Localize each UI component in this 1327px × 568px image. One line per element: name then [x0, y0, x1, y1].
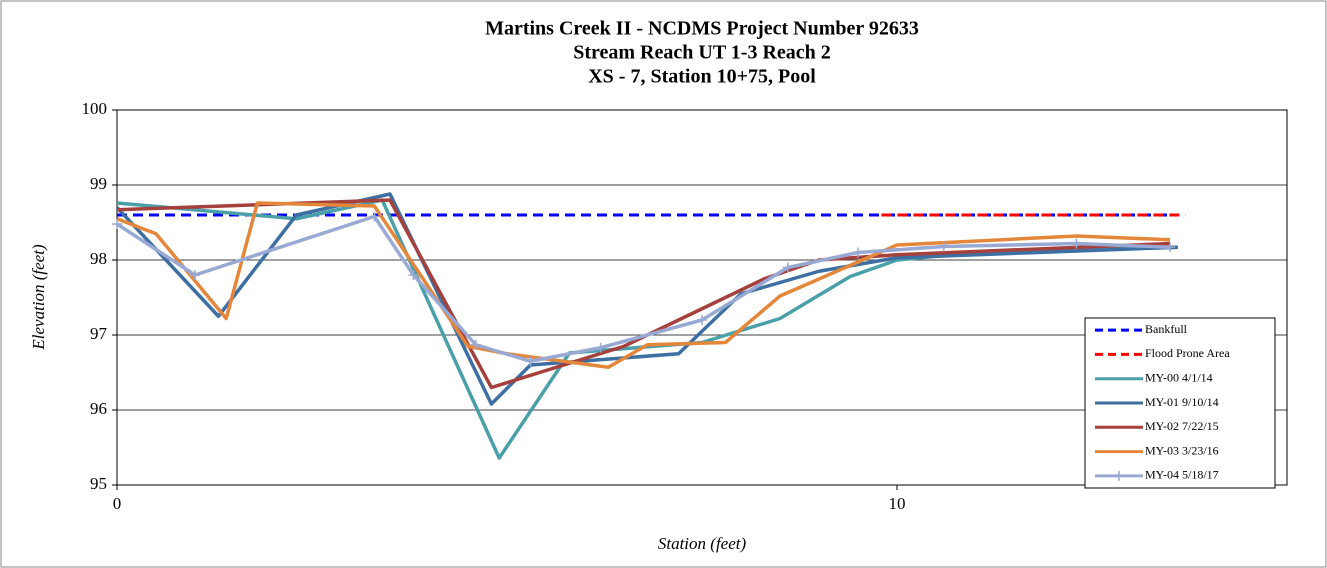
marker — [853, 247, 863, 258]
y-axis-label: Elevation (feet) — [29, 244, 48, 351]
legend-label: MY-00 4/1/14 — [1145, 370, 1213, 384]
marker — [938, 241, 949, 252]
marker — [408, 270, 419, 280]
chart-title: Stream Reach UT 1-3 Reach 2 — [573, 42, 831, 64]
x-tick-label: 0 — [113, 494, 122, 513]
marker — [782, 262, 793, 273]
y-tick-label: 100 — [82, 99, 108, 118]
marker — [1165, 242, 1175, 253]
marker — [190, 270, 200, 280]
y-tick-label: 97 — [90, 324, 108, 343]
legend-marker — [1114, 470, 1124, 481]
marker — [697, 315, 707, 325]
y-tick-label: 96 — [90, 399, 107, 418]
marker — [1071, 238, 1082, 249]
y-tick-label: 99 — [90, 174, 107, 193]
marker — [595, 342, 606, 353]
marker — [112, 219, 122, 229]
legend-label: Bankfull — [1145, 322, 1188, 336]
chart-title: XS - 7, Station 10+75, Pool — [588, 66, 816, 88]
legend-label: MY-04 5/18/17 — [1145, 468, 1219, 482]
y-tick-label: 98 — [90, 249, 107, 268]
x-axis-label: Station (feet) — [658, 534, 747, 553]
legend-label: MY-03 3/23/16 — [1145, 443, 1219, 457]
marker — [470, 339, 481, 350]
x-tick-label: 10 — [889, 494, 906, 513]
legend-label: Flood Prone Area — [1145, 346, 1230, 360]
legend-label: MY-01 9/10/14 — [1145, 395, 1219, 409]
marker — [525, 356, 536, 367]
series-line — [116, 201, 1171, 369]
y-tick-label: 95 — [90, 474, 107, 493]
chart-title: Martins Creek II - NCDMS Project Number … — [485, 18, 919, 40]
legend-label: MY-02 7/22/15 — [1145, 419, 1219, 433]
marker — [369, 211, 380, 222]
